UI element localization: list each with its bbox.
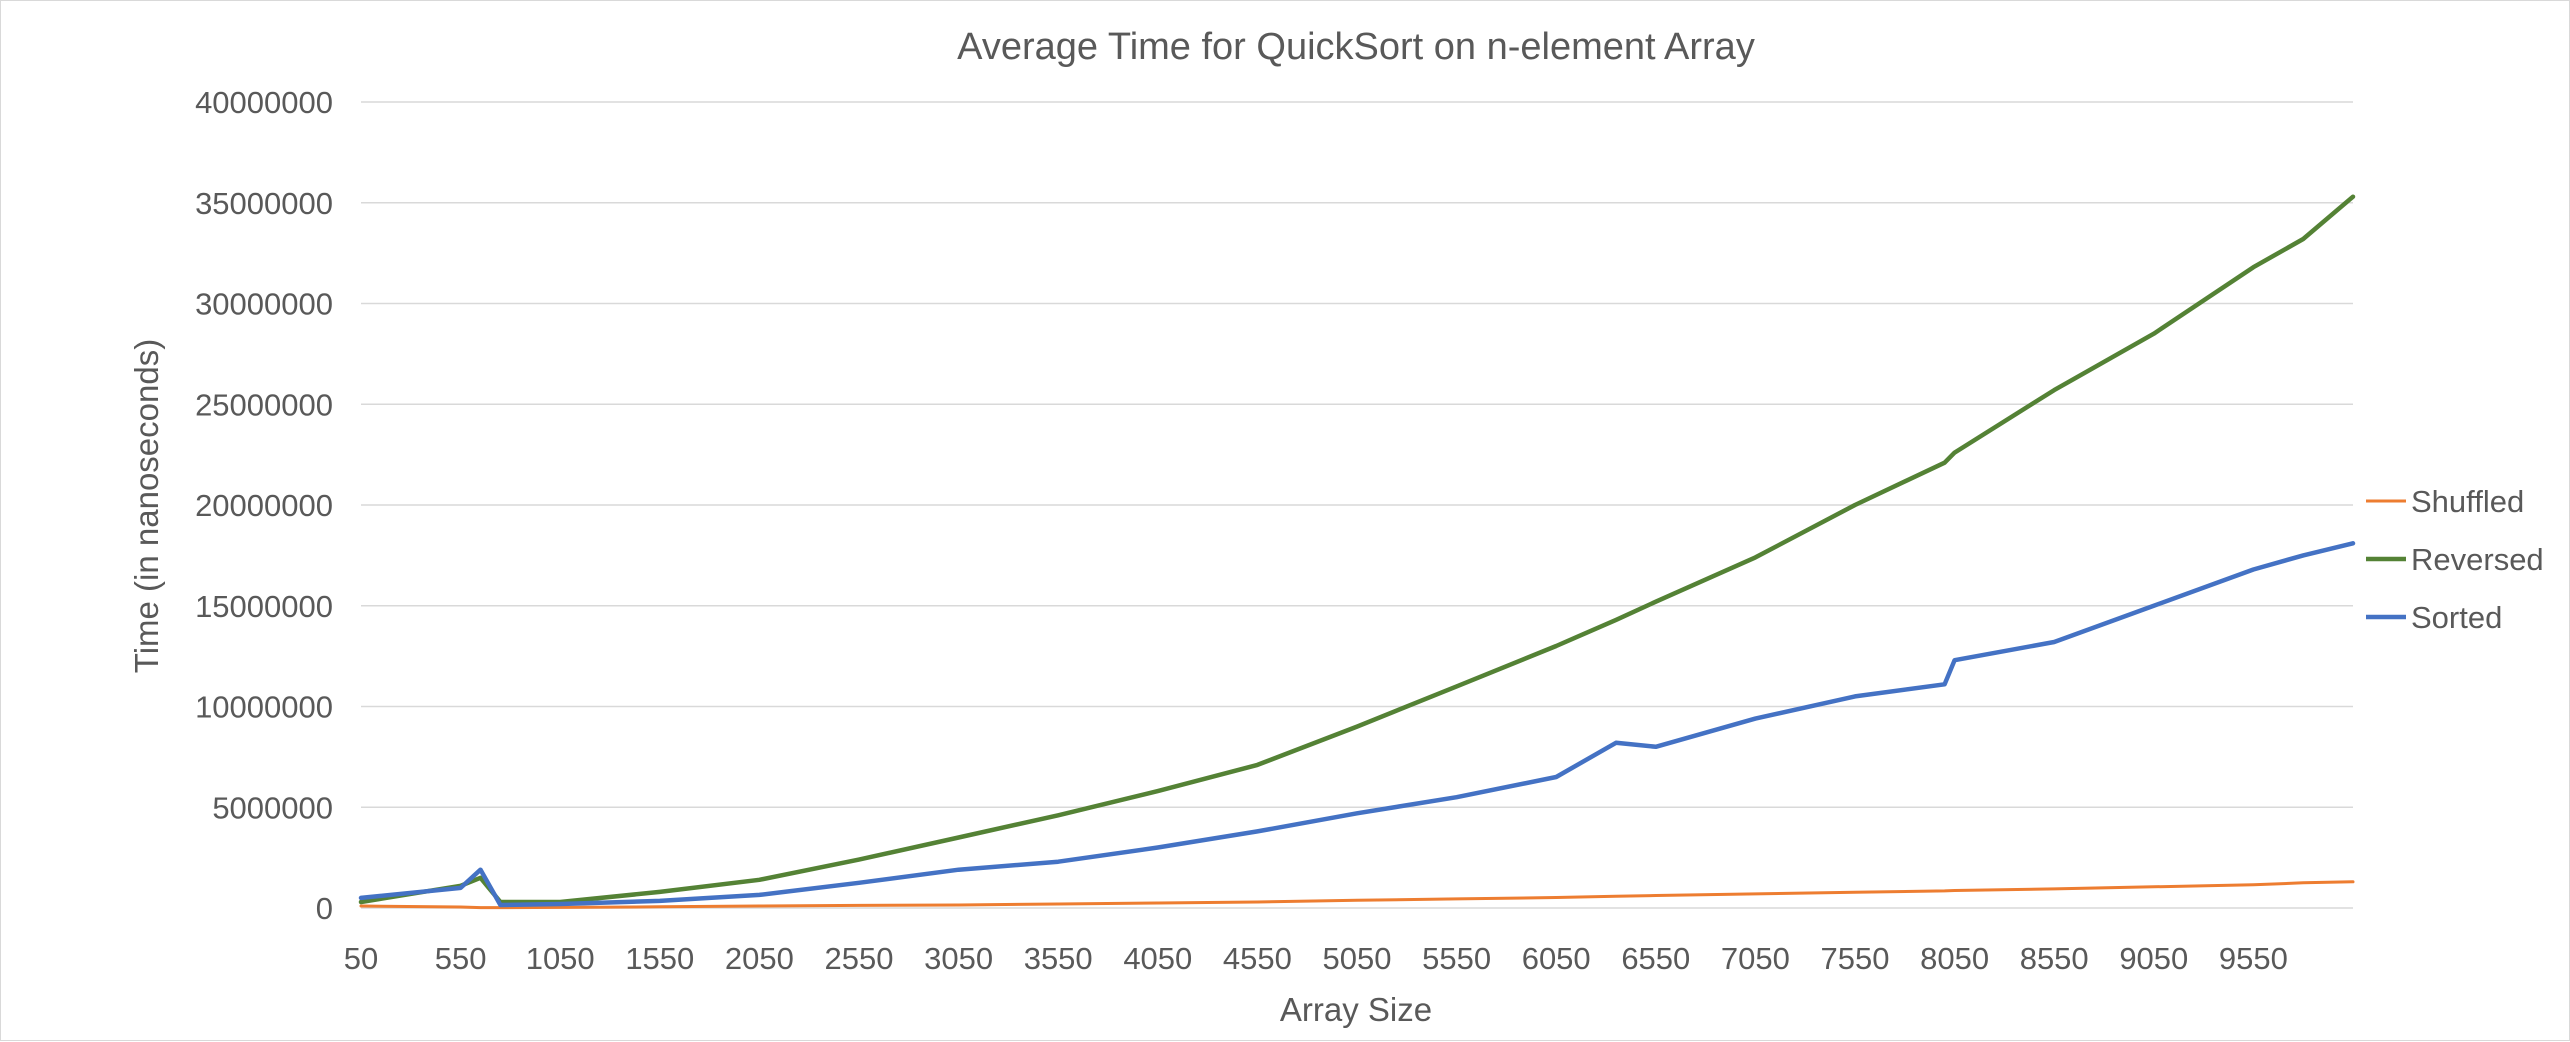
x-tick-label: 2050 xyxy=(725,941,794,976)
x-tick-label: 4050 xyxy=(1123,941,1192,976)
series-line-reversed xyxy=(358,194,2356,905)
series-lines xyxy=(358,194,2356,910)
x-tick-label: 1550 xyxy=(625,941,694,976)
y-tick-label: 25000000 xyxy=(195,387,333,422)
x-tick-label: 5050 xyxy=(1323,941,1392,976)
series-line-sorted xyxy=(358,541,2356,908)
legend-label: Reversed xyxy=(2411,542,2544,577)
y-axis-ticks: 0 5000000 10000000 15000000 20000000 25000000… xyxy=(195,85,333,926)
x-tick-label: 9550 xyxy=(2219,941,2288,976)
x-tick-label: 5550 xyxy=(1422,941,1491,976)
x-tick-label: 6050 xyxy=(1522,941,1591,976)
y-tick-label: 30000000 xyxy=(195,287,333,322)
x-tick-label: 7550 xyxy=(1821,941,1890,976)
x-tick-label: 2550 xyxy=(825,941,894,976)
x-tick-label: 50 xyxy=(344,941,378,976)
gridlines xyxy=(361,101,2353,909)
x-tick-label: 9050 xyxy=(2119,941,2188,976)
x-tick-label: 3050 xyxy=(924,941,993,976)
x-tick-label: 550 xyxy=(435,941,487,976)
y-axis-title: Time (in nanoseconds) xyxy=(128,339,165,673)
y-tick-label: 35000000 xyxy=(195,186,333,221)
x-tick-label: 6550 xyxy=(1621,941,1690,976)
x-axis-title: Array Size xyxy=(1280,991,1432,1028)
y-tick-label: 20000000 xyxy=(195,488,333,523)
chart-title: Average Time for QuickSort on n-element … xyxy=(957,26,1755,68)
legend-label: Shuffled xyxy=(2411,484,2524,519)
y-tick-label: 5000000 xyxy=(212,790,333,825)
x-tick-label: 8050 xyxy=(1920,941,1989,976)
series-line-shuffled xyxy=(359,880,2355,910)
y-tick-label: 0 xyxy=(316,891,333,926)
x-tick-label: 3550 xyxy=(1024,941,1093,976)
y-tick-label: 10000000 xyxy=(195,690,333,725)
x-tick-label: 8550 xyxy=(2020,941,2089,976)
x-tick-label: 4550 xyxy=(1223,941,1292,976)
y-tick-label: 40000000 xyxy=(195,85,333,120)
x-tick-label: 1050 xyxy=(526,941,595,976)
legend: Shuffled Reversed Sorted xyxy=(2366,484,2544,635)
y-tick-label: 15000000 xyxy=(195,589,333,624)
x-tick-label: 7050 xyxy=(1721,941,1790,976)
x-axis-ticks: 50 550 1050 1550 2050 2550 3050 3550 4050 4550 505… xyxy=(344,941,2288,976)
legend-label: Sorted xyxy=(2411,600,2502,635)
